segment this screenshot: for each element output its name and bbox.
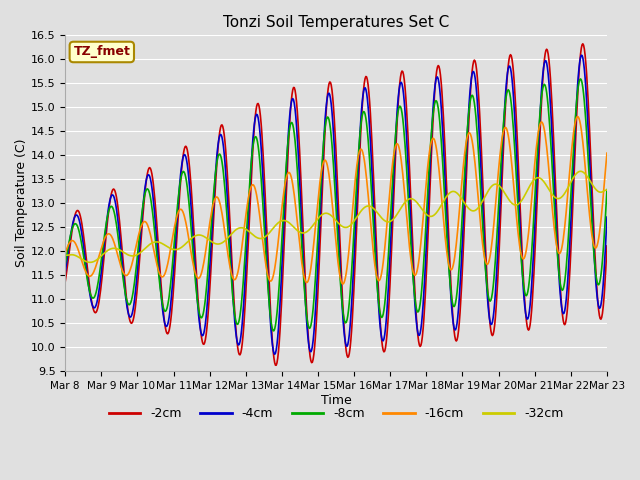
Y-axis label: Soil Temperature (C): Soil Temperature (C) [15, 139, 28, 267]
Legend: -2cm, -4cm, -8cm, -16cm, -32cm: -2cm, -4cm, -8cm, -16cm, -32cm [104, 402, 568, 425]
X-axis label: Time: Time [321, 394, 351, 407]
Title: Tonzi Soil Temperatures Set C: Tonzi Soil Temperatures Set C [223, 15, 449, 30]
Text: TZ_fmet: TZ_fmet [74, 46, 131, 59]
